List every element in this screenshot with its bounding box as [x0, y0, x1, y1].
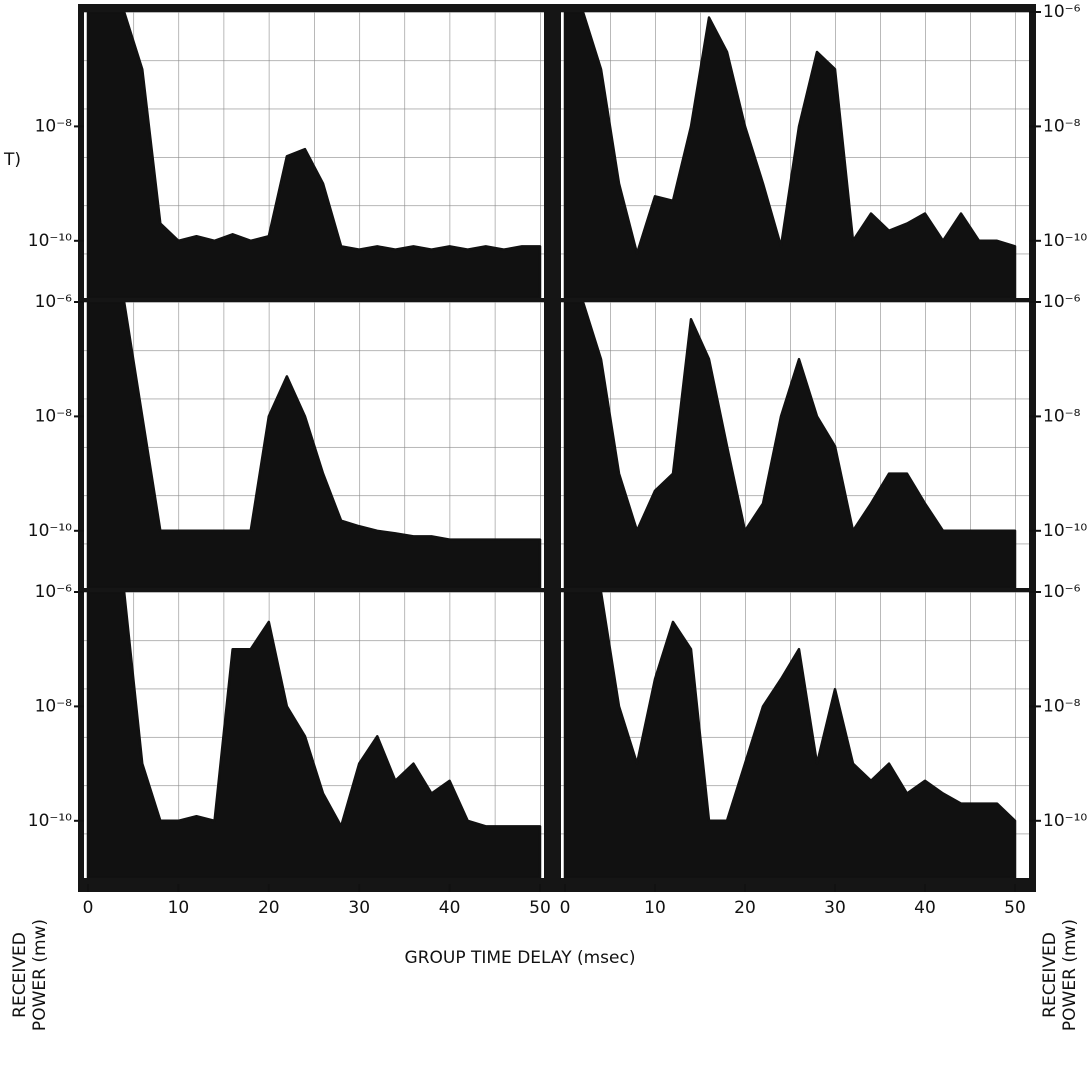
x-tick-label: 0 [83, 898, 94, 918]
power-trace [563, 592, 1017, 878]
x-tick-label: 0 [560, 898, 571, 918]
y-tick-label: 10⁻⁸ [1043, 116, 1081, 136]
power-trace [86, 302, 542, 588]
y-tick-label: 10⁻⁶ [1043, 582, 1081, 602]
y-tick-label: 10⁻¹⁰ [1043, 521, 1087, 541]
y-tick-label: 10⁻⁸ [35, 406, 73, 426]
y-tick-label: 10⁻¹⁰ [1043, 811, 1087, 831]
y-tick-label: 10⁻¹⁰ [28, 231, 72, 251]
x-tick-label: 10 [168, 898, 190, 918]
power-trace [563, 12, 1017, 298]
x-tick-label: 50 [529, 898, 551, 918]
y-axis-label: RECEIVED [1040, 932, 1060, 1018]
y-tick-label: 10⁻⁶ [1043, 292, 1081, 312]
y-tick-label: 10⁻¹⁰ [1043, 231, 1087, 251]
power-trace [86, 12, 542, 298]
y-tick-label: 10⁻⁸ [35, 116, 73, 136]
x-tick-label: 40 [914, 898, 936, 918]
power-trace [563, 302, 1017, 588]
x-tick-label: 20 [734, 898, 756, 918]
x-tick-label: 30 [348, 898, 370, 918]
power-trace [86, 592, 542, 878]
x-tick-label: 20 [258, 898, 280, 918]
y-axis-label: POWER (mw) [30, 919, 50, 1031]
y-axis-label: RECEIVED [10, 932, 30, 1018]
x-tick-label: 10 [644, 898, 666, 918]
y-tick-label: 10⁻¹⁰ [28, 521, 72, 541]
fragment-text: T) [3, 150, 21, 170]
y-tick-label: 10⁻⁶ [35, 582, 73, 602]
y-tick-label: 10⁻⁸ [35, 696, 73, 716]
y-tick-label: 10⁻⁸ [1043, 406, 1081, 426]
x-tick-label: 30 [824, 898, 846, 918]
x-tick-label: 50 [1004, 898, 1026, 918]
y-tick-label: 10⁻⁸ [1043, 696, 1081, 716]
x-axis-label: GROUP TIME DELAY (msec) [405, 948, 636, 968]
y-tick-label: 10⁻⁶ [35, 292, 73, 312]
y-tick-label: 10⁻¹⁰ [28, 811, 72, 831]
y-axis-label: POWER (mw) [1060, 919, 1080, 1031]
y-tick-label: 10⁻⁶ [1043, 2, 1081, 22]
x-tick-label: 40 [439, 898, 461, 918]
